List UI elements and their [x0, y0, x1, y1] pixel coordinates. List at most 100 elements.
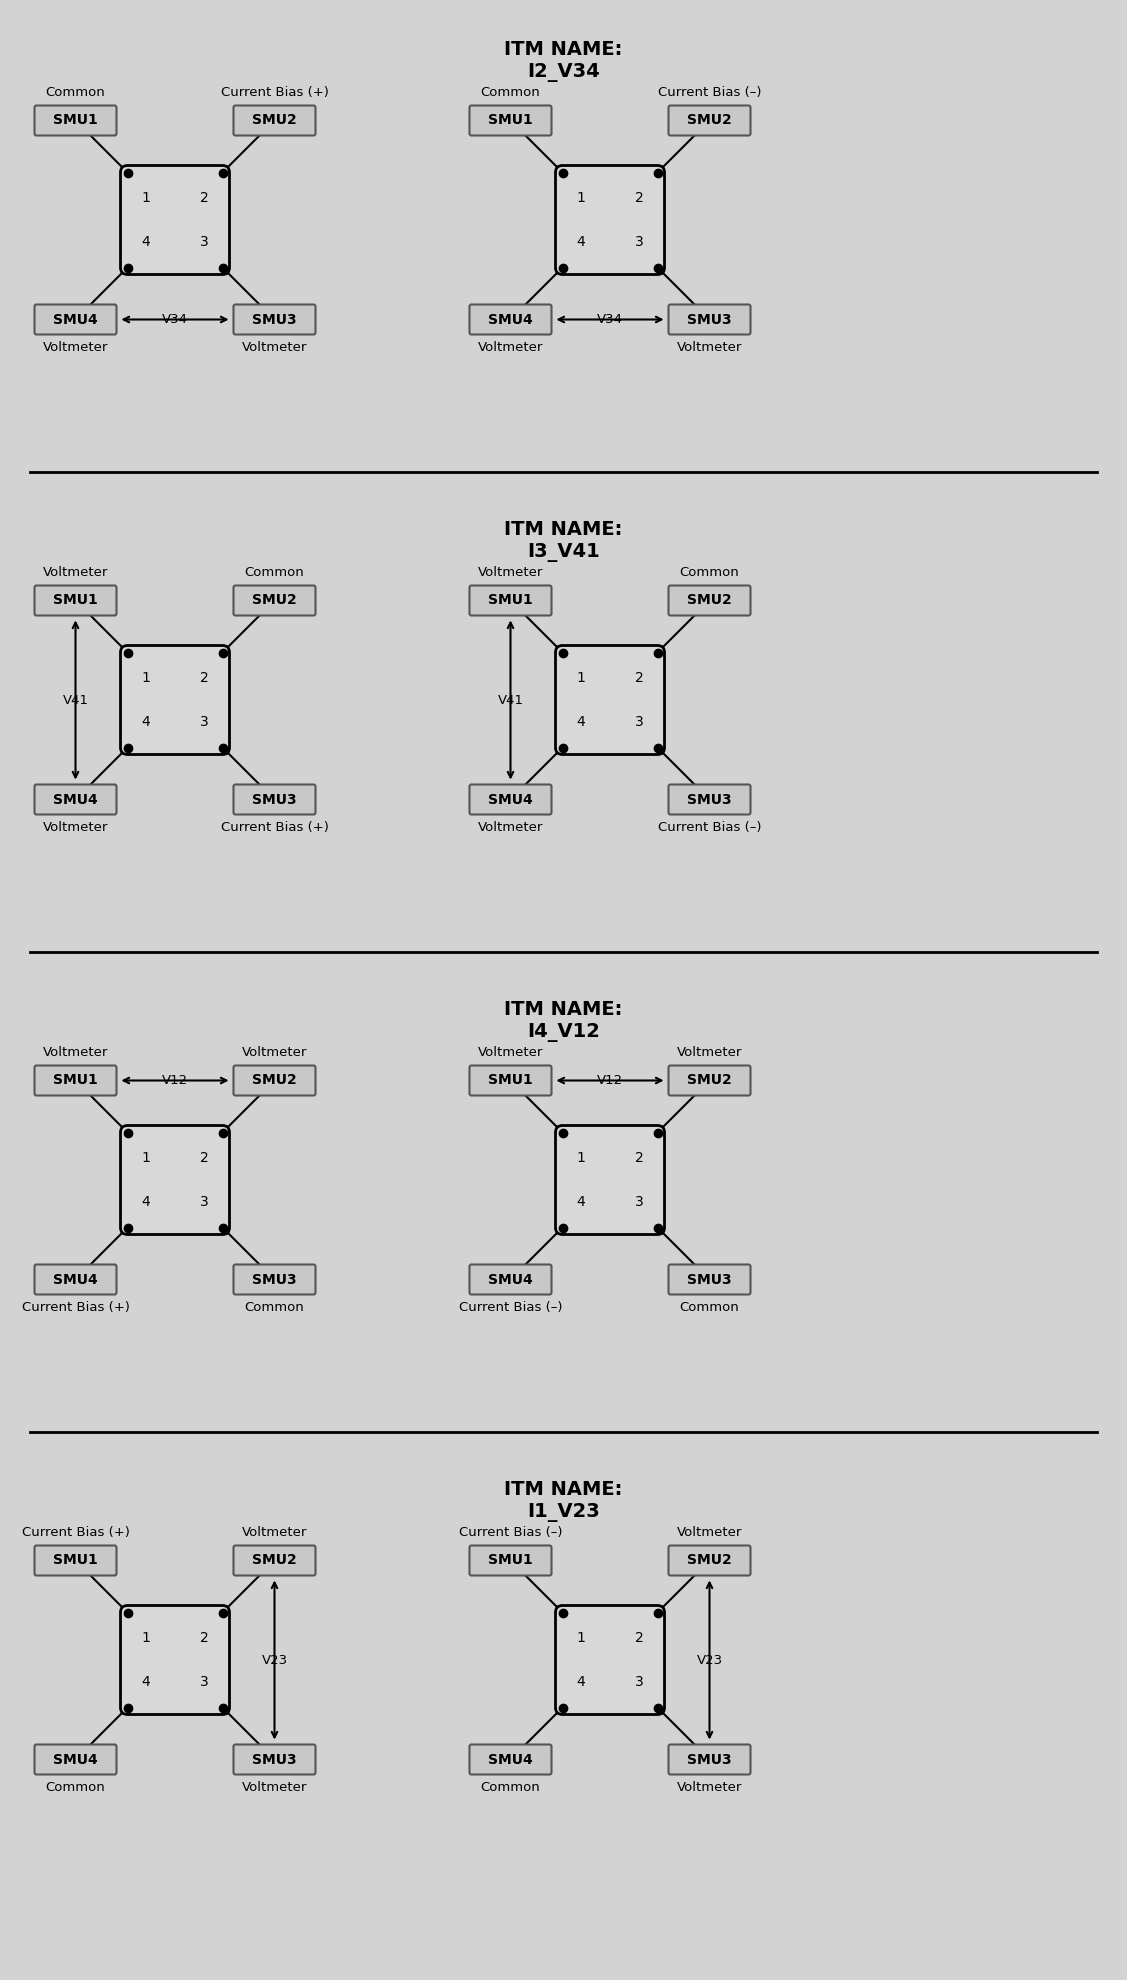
Text: Current Bias (–): Current Bias (–) — [658, 822, 761, 834]
Text: ITM NAME:
I2_V34: ITM NAME: I2_V34 — [504, 40, 623, 81]
Text: 3: 3 — [199, 1675, 208, 1689]
Text: 1: 1 — [142, 1150, 150, 1164]
Text: 1: 1 — [577, 1630, 585, 1645]
FancyBboxPatch shape — [470, 1265, 551, 1295]
Text: 2: 2 — [199, 190, 208, 204]
FancyBboxPatch shape — [233, 784, 316, 814]
Text: Voltmeter: Voltmeter — [478, 822, 543, 834]
Text: 2: 2 — [635, 1630, 644, 1645]
FancyBboxPatch shape — [35, 305, 116, 335]
FancyBboxPatch shape — [35, 784, 116, 814]
Text: Voltmeter: Voltmeter — [677, 1527, 743, 1538]
Text: Common: Common — [45, 1782, 106, 1794]
FancyBboxPatch shape — [35, 586, 116, 616]
Text: SMU1: SMU1 — [488, 1073, 533, 1087]
FancyBboxPatch shape — [233, 1065, 316, 1095]
Text: V41: V41 — [497, 693, 524, 707]
FancyBboxPatch shape — [470, 784, 551, 814]
FancyBboxPatch shape — [668, 1265, 751, 1295]
Text: SMU2: SMU2 — [252, 594, 296, 608]
Text: Common: Common — [245, 1301, 304, 1315]
Text: SMU4: SMU4 — [53, 1273, 98, 1287]
FancyBboxPatch shape — [233, 1265, 316, 1295]
Text: 3: 3 — [635, 1675, 644, 1689]
Text: SMU3: SMU3 — [687, 1752, 731, 1766]
Text: 4: 4 — [142, 1675, 150, 1689]
Text: Voltmeter: Voltmeter — [478, 566, 543, 578]
Text: Common: Common — [245, 566, 304, 578]
Text: SMU2: SMU2 — [687, 594, 731, 608]
Text: SMU1: SMU1 — [488, 594, 533, 608]
Text: 1: 1 — [577, 190, 585, 204]
FancyBboxPatch shape — [35, 105, 116, 135]
FancyBboxPatch shape — [121, 1125, 230, 1234]
Text: SMU4: SMU4 — [53, 792, 98, 806]
Text: Voltmeter: Voltmeter — [677, 1782, 743, 1794]
Text: SMU2: SMU2 — [687, 1554, 731, 1568]
FancyBboxPatch shape — [668, 1065, 751, 1095]
Text: Common: Common — [480, 1782, 540, 1794]
Text: 1: 1 — [142, 671, 150, 685]
Text: 3: 3 — [199, 236, 208, 249]
Text: 2: 2 — [199, 1630, 208, 1645]
Text: SMU4: SMU4 — [488, 1273, 533, 1287]
Text: 2: 2 — [199, 671, 208, 685]
Text: Common: Common — [480, 85, 540, 99]
Text: Voltmeter: Voltmeter — [478, 341, 543, 354]
Text: SMU4: SMU4 — [488, 313, 533, 327]
FancyBboxPatch shape — [470, 1065, 551, 1095]
Text: SMU1: SMU1 — [53, 594, 98, 608]
Text: Voltmeter: Voltmeter — [242, 1045, 308, 1059]
Text: Voltmeter: Voltmeter — [242, 1782, 308, 1794]
FancyBboxPatch shape — [35, 1744, 116, 1774]
Text: 4: 4 — [577, 236, 585, 249]
FancyBboxPatch shape — [121, 166, 230, 275]
FancyBboxPatch shape — [35, 1065, 116, 1095]
Text: 2: 2 — [199, 1150, 208, 1164]
Text: ITM NAME:
I4_V12: ITM NAME: I4_V12 — [504, 1000, 623, 1041]
Text: SMU1: SMU1 — [488, 1554, 533, 1568]
Text: Common: Common — [680, 566, 739, 578]
Text: SMU4: SMU4 — [53, 1752, 98, 1766]
Text: SMU4: SMU4 — [488, 792, 533, 806]
Text: V34: V34 — [162, 313, 188, 327]
Text: Voltmeter: Voltmeter — [478, 1045, 543, 1059]
Text: ITM NAME:
I1_V23: ITM NAME: I1_V23 — [504, 1479, 623, 1523]
Text: Current Bias (+): Current Bias (+) — [221, 822, 328, 834]
FancyBboxPatch shape — [121, 1606, 230, 1715]
Text: SMU3: SMU3 — [252, 1752, 296, 1766]
Text: 4: 4 — [142, 1196, 150, 1210]
FancyBboxPatch shape — [668, 305, 751, 335]
Text: Voltmeter: Voltmeter — [677, 1045, 743, 1059]
FancyBboxPatch shape — [556, 1125, 665, 1234]
Text: V41: V41 — [62, 693, 89, 707]
Text: V23: V23 — [696, 1653, 722, 1667]
FancyBboxPatch shape — [556, 645, 665, 754]
Text: SMU4: SMU4 — [488, 1752, 533, 1766]
Text: Current Bias (+): Current Bias (+) — [221, 85, 328, 99]
Text: SMU1: SMU1 — [488, 113, 533, 127]
Text: SMU3: SMU3 — [252, 1273, 296, 1287]
Text: 2: 2 — [635, 190, 644, 204]
Text: SMU2: SMU2 — [252, 1073, 296, 1087]
Text: SMU1: SMU1 — [53, 1554, 98, 1568]
Text: SMU3: SMU3 — [687, 1273, 731, 1287]
FancyBboxPatch shape — [121, 645, 230, 754]
Text: 3: 3 — [635, 236, 644, 249]
FancyBboxPatch shape — [470, 1744, 551, 1774]
FancyBboxPatch shape — [470, 305, 551, 335]
FancyBboxPatch shape — [233, 305, 316, 335]
Text: 3: 3 — [199, 1196, 208, 1210]
Text: 1: 1 — [577, 1150, 585, 1164]
Text: 4: 4 — [577, 1196, 585, 1210]
Text: V23: V23 — [261, 1653, 287, 1667]
Text: SMU2: SMU2 — [252, 1554, 296, 1568]
Text: 3: 3 — [199, 715, 208, 729]
FancyBboxPatch shape — [668, 1744, 751, 1774]
Text: Voltmeter: Voltmeter — [43, 822, 108, 834]
Text: Current Bias (–): Current Bias (–) — [658, 85, 761, 99]
Text: ITM NAME:
I3_V41: ITM NAME: I3_V41 — [504, 521, 623, 562]
Text: 4: 4 — [577, 715, 585, 729]
FancyBboxPatch shape — [35, 1546, 116, 1576]
Text: V12: V12 — [597, 1073, 623, 1087]
